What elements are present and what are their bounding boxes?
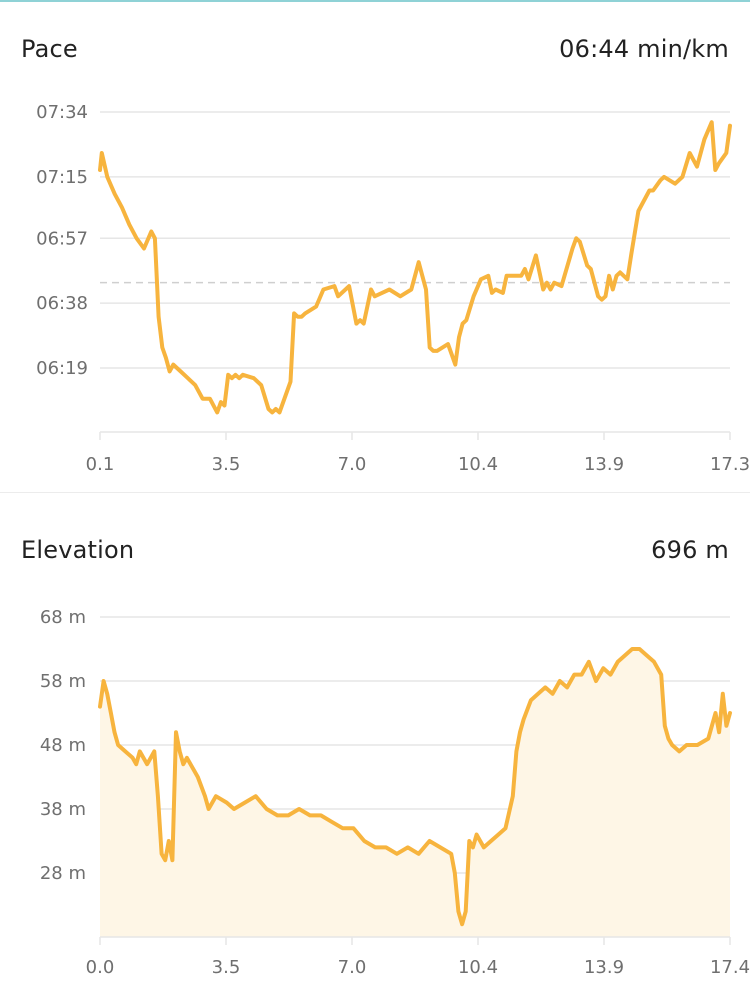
- elevation-x-tick-label: 10.4: [458, 957, 498, 978]
- elevation-card: Elevation 696 m 68 m 58 m 48 m 38 m 28 m 0.0 3…: [0, 493, 750, 993]
- pace-x-tick-label: 13.9: [584, 454, 624, 475]
- elevation-total-value: 696 m: [651, 536, 729, 564]
- elevation-x-tick-label: 13.9: [584, 957, 624, 978]
- elevation-x-tick-label: 3.5: [212, 957, 241, 978]
- pace-series-line: [98, 120, 732, 415]
- elevation-title: Elevation: [21, 536, 135, 564]
- pace-y-tick-label: 06:19: [36, 358, 88, 379]
- pace-y-tick-label: 07:15: [36, 167, 88, 188]
- pace-y-tick-label: 07:34: [36, 102, 88, 123]
- pace-chart: 07:34 07:15 06:57 06:38 06:19 0.1 3.5 7.0 10.4 13…: [36, 102, 750, 475]
- pace-average-value: 06:44 min/km: [559, 35, 729, 63]
- elevation-y-tick-label: 48 m: [40, 735, 86, 756]
- elevation-x-tick-label: 17.4: [710, 957, 750, 978]
- pace-title: Pace: [21, 35, 78, 63]
- elevation-x-tick-label: 7.0: [338, 957, 367, 978]
- elevation-y-tick-label: 38 m: [40, 799, 86, 820]
- section-divider: [0, 492, 750, 493]
- top-accent-line: [0, 0, 750, 2]
- pace-card: Pace 06:44 min/km 07:34 07:15 06:57 06:38 06…: [0, 0, 750, 492]
- pace-x-tick-label: 3.5: [212, 454, 241, 475]
- elevation-series-line: [98, 647, 732, 927]
- pace-y-tick-label: 06:38: [36, 293, 88, 314]
- elevation-chart: 68 m 58 m 48 m 38 m 28 m 0.0 3.5 7.0 10.4 13.9 17.…: [40, 607, 750, 978]
- pace-x-tick-label: 0.1: [86, 454, 115, 475]
- elevation-x-tick-label: 0.0: [86, 957, 115, 978]
- pace-y-tick-label: 06:57: [36, 228, 88, 249]
- pace-x-tick-label: 10.4: [458, 454, 498, 475]
- pace-x-tick-label: 7.0: [338, 454, 367, 475]
- elevation-y-tick-label: 68 m: [40, 607, 86, 628]
- elevation-y-tick-label: 28 m: [40, 863, 86, 884]
- elevation-y-tick-label: 58 m: [40, 671, 86, 692]
- elevation-area-fill: [100, 649, 730, 937]
- pace-x-tick-label: 17.3: [710, 454, 750, 475]
